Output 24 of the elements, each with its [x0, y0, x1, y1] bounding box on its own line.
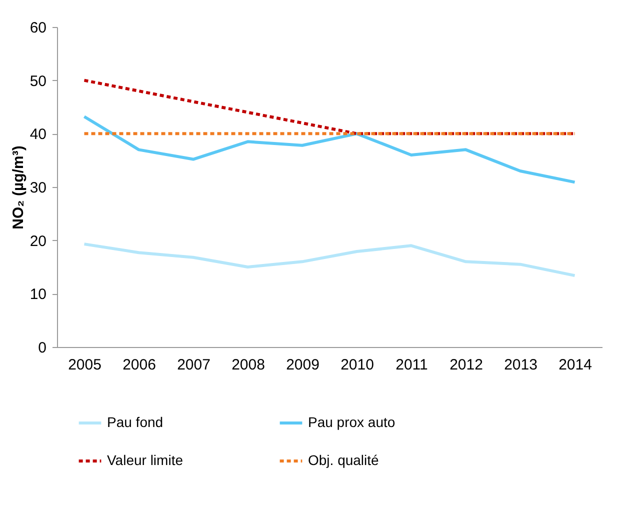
y-tick-label: 50 — [30, 72, 46, 90]
legend-label: Obj. qualité — [308, 452, 380, 468]
legend-label: Valeur limite — [107, 452, 184, 468]
legend-label: Pau prox auto — [308, 414, 396, 430]
x-tick-label: 2008 — [232, 356, 265, 374]
legend-label: Pau fond — [107, 414, 164, 430]
line-series — [82, 115, 576, 184]
y-tick-label: 60 — [30, 20, 46, 36]
x-tick-label: 2010 — [340, 356, 374, 374]
x-tick-label: 2014 — [558, 356, 592, 374]
y-tick-label: 10 — [30, 286, 46, 304]
y-tick-label: 0 — [38, 340, 46, 356]
y-tick-label: 40 — [30, 126, 46, 144]
x-tick-label: 2007 — [177, 356, 210, 374]
x-tick-label: 2011 — [396, 356, 428, 374]
y-axis-title: NO₂ (µg/m³) — [10, 146, 27, 230]
x-tick-label: 2013 — [504, 356, 538, 374]
line-series — [82, 242, 576, 278]
y-tick-label: 20 — [30, 232, 46, 250]
y-tick-label: 30 — [30, 180, 46, 196]
x-tick-label: 2009 — [286, 356, 320, 374]
x-tick-label: 2006 — [122, 356, 156, 374]
x-tick-label: 2012 — [450, 356, 483, 374]
x-tick-label: 2005 — [68, 356, 102, 374]
